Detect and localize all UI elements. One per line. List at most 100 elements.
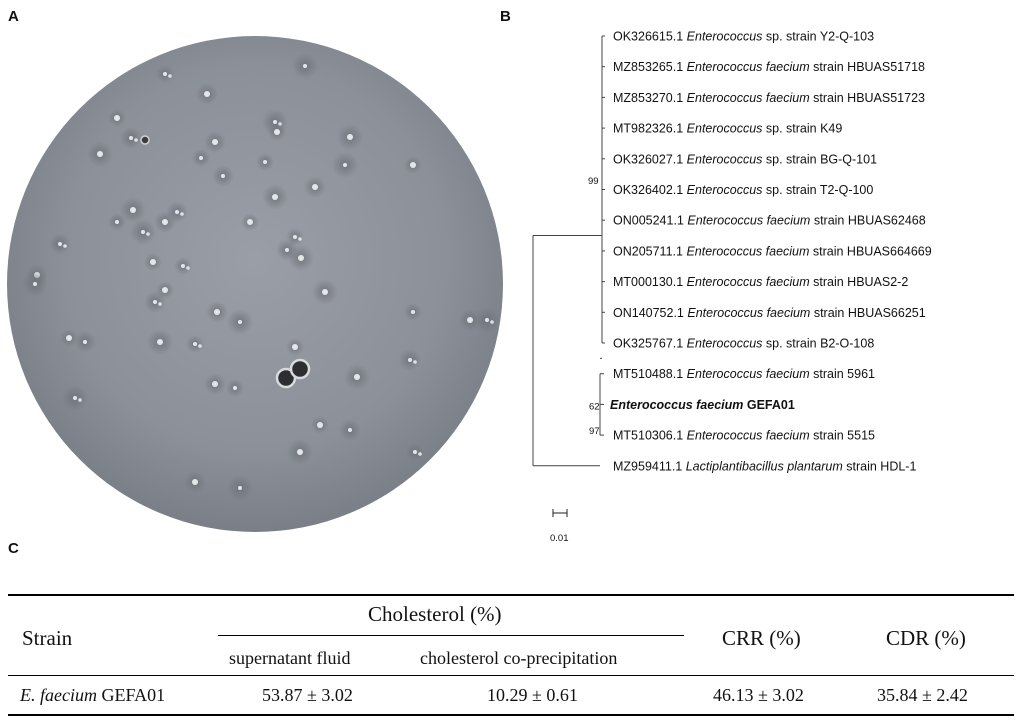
cholesterol-group-rule [218,635,684,636]
colony [221,174,225,178]
taxon-label: MT000130.1 Enterococcus faecium strain H… [613,275,908,289]
header-crr: CRR (%) [722,626,801,650]
header-cholesterol: Cholesterol (%) [368,602,502,626]
row-cdr: 35.84 ± 2.42 [877,685,968,705]
colony [285,248,289,252]
colony [413,360,417,364]
taxon-label: Enterococcus faecium GEFA01 [610,398,795,412]
colony [186,266,190,270]
colony [192,479,198,485]
header-bottom-rule [8,675,1014,676]
colony [83,340,87,344]
colony [73,396,77,400]
phylogenetic-tree: 99 62 97 OK326615.1 Enterococcus sp. strain… [500,20,1021,550]
colony [114,115,120,121]
colony [66,335,72,341]
scale-bar-label: 0.01 [550,533,569,544]
agar-plate-photo [5,22,517,544]
colony [157,339,163,345]
colony [408,358,412,362]
colony [343,163,347,167]
colony [130,207,136,213]
colony [115,220,119,224]
panel-label-b: B [500,8,511,25]
colony [413,450,417,454]
colony [272,194,278,200]
colony [78,398,82,402]
colony [411,310,415,314]
colony [199,156,203,160]
colony [347,134,353,140]
agar-plate-image [7,36,503,532]
colony [348,428,352,432]
colony [292,344,298,350]
colony [58,242,62,246]
table-top-rule [8,594,1014,596]
scale-bar: 0.01 [550,509,569,544]
header-strain: Strain [22,626,73,650]
colony [212,381,218,387]
colony [168,74,172,78]
taxon-label: MZ853265.1 Enterococcus faecium strain H… [613,60,925,74]
taxon-label: MT510488.1 Enterococcus faecium strain 5… [613,367,875,381]
colony [322,289,328,295]
taxon-label: OK326027.1 Enterococcus sp. strain BG-Q-… [613,152,877,166]
taxon-label: MT982326.1 Enterococcus sp. strain K49 [613,122,842,136]
panel-label-c: C [8,540,19,557]
colony [134,138,138,142]
taxon-label: ON005241.1 Enterococcus faecium strain H… [613,214,926,228]
colony [490,320,494,324]
colony [354,374,360,380]
colony [163,72,167,76]
colony [485,318,489,322]
colony [153,300,157,304]
colony [303,64,307,68]
colony [146,232,150,236]
colony [212,139,218,145]
taxon-label: ON140752.1 Enterococcus faecium strain H… [613,306,926,320]
colony [274,129,280,135]
taxon-label: ON205711.1 Enterococcus faecium strain H… [613,244,932,258]
tree-labels: 99 62 97 OK326615.1 Enterococcus sp. strain… [588,30,932,474]
colony [467,317,473,323]
colony [33,282,37,286]
header-cdr: CDR (%) [886,626,966,650]
tree-svg: 99 62 97 OK326615.1 Enterococcus sp. strain… [532,30,932,544]
taxon-label: OK326615.1 Enterococcus sp. strain Y2-Q-… [613,30,874,44]
colony [150,259,156,265]
taxon-label: MT510306.1 Enterococcus faecium strain 5… [613,429,875,443]
colony [298,255,304,261]
table-bottom-rule [8,714,1014,716]
colony [180,212,184,216]
colony [238,486,242,490]
taxon-label: OK326402.1 Enterococcus sp. strain T2-Q-… [613,183,873,197]
colony [158,302,162,306]
colony [162,287,168,293]
row-coprecipitation: 10.29 ± 0.61 [487,685,578,705]
taxon-label: MZ853270.1 Enterococcus faecium strain H… [613,91,925,105]
colony [141,230,145,234]
bootstrap-label: 97 [589,426,600,437]
colony [214,309,220,315]
colony [297,449,303,455]
colony [293,235,297,239]
tree-branches [532,35,605,467]
header-coprecipitation: cholesterol co-precipitation [420,648,618,668]
panel-label-a: A [8,8,19,25]
colony [410,162,416,168]
plate-disk [7,36,503,532]
colony-group [22,53,500,501]
taxon-label: MZ959411.1 Lactiplantibacillus plantarum… [613,459,916,473]
row-strain-species: E. faecium [20,685,97,705]
colony [273,120,277,124]
colony [247,219,253,225]
colony [238,320,242,324]
colony [181,264,185,268]
colony [63,244,67,248]
bootstrap-label: 99 [588,176,599,187]
row-strain-id: GEFA01 [96,685,166,705]
row-supernatant: 53.87 ± 3.02 [262,685,353,705]
colony [418,452,422,456]
taxon-label: OK325767.1 Enterococcus sp. strain B2-O-… [613,337,874,351]
colony [204,91,210,97]
